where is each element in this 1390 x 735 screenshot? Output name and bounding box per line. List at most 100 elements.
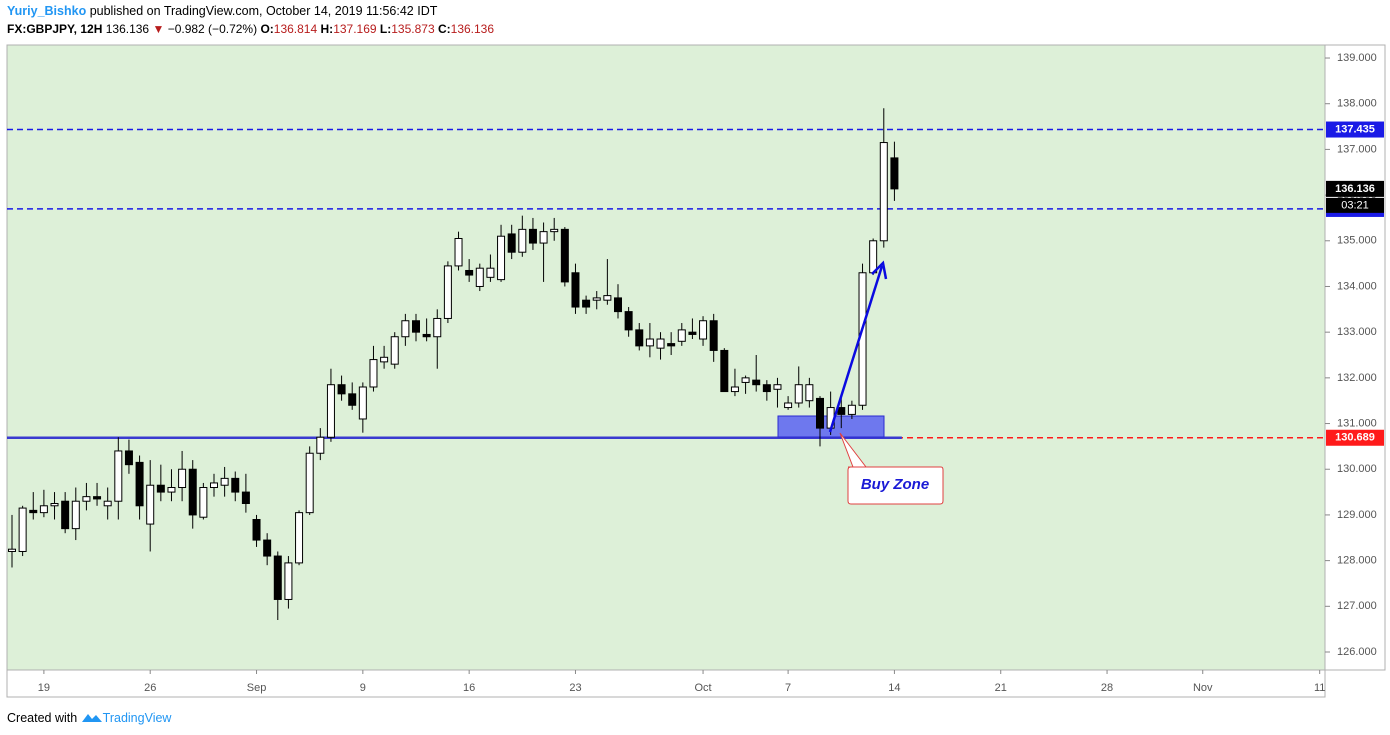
ohlc-value: 135.873: [391, 22, 435, 36]
candle-body: [29, 509, 38, 514]
x-tick-label: 21: [995, 682, 1007, 694]
ohlc-value: 136.814: [273, 22, 318, 36]
candle-body: [550, 228, 559, 233]
candle-body: [337, 384, 346, 395]
candle-body: [178, 468, 187, 489]
candle-body: [752, 379, 761, 386]
candle-body: [156, 484, 165, 493]
last-price-tag: [1326, 180, 1384, 197]
x-tick-label: 11: [1314, 682, 1325, 694]
candle-body: [837, 407, 846, 415]
publish-line: Yuriy_Bishko published on TradingView.co…: [7, 4, 437, 18]
candle-body: [730, 386, 739, 393]
candle-body: [231, 477, 240, 493]
candle-body: [241, 491, 250, 505]
candle-body: [890, 157, 899, 190]
x-axis: [6, 669, 1326, 698]
published: published on TradingView.com, October 14…: [89, 4, 438, 18]
arrow: [828, 265, 884, 433]
x-tick-label: 9: [360, 682, 366, 694]
candle-body: [624, 311, 633, 331]
y-tick-label: 131.000: [1337, 417, 1377, 429]
x-tick-label: 14: [888, 682, 900, 694]
candle-body: [188, 468, 197, 516]
created: Created with: [7, 711, 78, 725]
candle-body: [124, 450, 133, 466]
plot-area: [6, 44, 1326, 671]
countdown-tag: [1326, 197, 1384, 213]
last-price-label: 136.136: [1335, 183, 1375, 195]
candle-body: [295, 512, 304, 564]
price-tag: [1326, 121, 1384, 138]
candle-body: [454, 237, 463, 267]
candle-body: [71, 500, 80, 530]
brand[interactable]: TradingView: [102, 711, 172, 725]
candle-body: [93, 496, 102, 500]
candle-body: [507, 233, 516, 253]
x-tick-label: Nov: [1193, 682, 1213, 694]
y-tick-label: 134.000: [1337, 280, 1377, 292]
candle-body: [539, 231, 548, 244]
candle-body: [401, 320, 410, 338]
candle-body: [411, 320, 420, 333]
ohlc-label: C:: [437, 22, 451, 36]
y-tick-label: 130.000: [1337, 463, 1377, 475]
candle-body: [688, 331, 697, 335]
x-tick-label: Oct: [694, 682, 711, 694]
candle-body: [497, 235, 506, 281]
candle-body: [433, 317, 442, 338]
x-tick-label: 16: [463, 682, 475, 694]
footer: Created with TradingView: [7, 710, 171, 725]
candle-body: [465, 269, 474, 276]
y-tick-label: 129.000: [1337, 509, 1377, 521]
candle-body: [263, 539, 272, 557]
x-tick-label: 7: [785, 682, 791, 694]
y-tick-label: 137.000: [1337, 143, 1377, 155]
y-tick-label: 127.000: [1337, 600, 1377, 612]
x-tick-label: 26: [144, 682, 156, 694]
price-tag-label: 130.689: [1335, 432, 1375, 444]
candle-body: [443, 265, 452, 319]
candle-body: [252, 518, 261, 541]
candle-body: [667, 343, 676, 347]
candle-body: [284, 562, 293, 600]
candle-body: [677, 329, 686, 342]
candle-body: [762, 384, 771, 393]
candle-body: [571, 272, 580, 308]
ohlc-value: 136.136: [450, 22, 495, 36]
ohlc: O:136.814 H:137.169 L:135.873 C:136.136: [260, 22, 494, 36]
candle-body: [348, 393, 357, 406]
candle-body: [316, 436, 325, 454]
candle-body: [273, 555, 282, 600]
candle-body: [773, 384, 782, 390]
candle-body: [486, 267, 495, 278]
last: 136.136: [105, 22, 150, 36]
x-tick-label: 19: [38, 682, 50, 694]
candle-body: [61, 500, 70, 530]
x-tick-label: Sep: [247, 682, 267, 694]
candle-body: [645, 338, 654, 347]
candle-body: [582, 299, 591, 308]
candle-body: [518, 228, 527, 253]
candle-body: [613, 297, 622, 313]
symbol-line: FX:GBPJPY, 12H 136.136 ▼ −0.982 (−0.72%)…: [7, 22, 494, 36]
candle-body: [699, 320, 708, 340]
candle-body: [358, 386, 367, 420]
candle-body: [422, 333, 431, 338]
candle-body: [103, 500, 112, 507]
candle-body: [380, 356, 389, 363]
candle-body: [635, 329, 644, 347]
candle-body: [528, 228, 537, 244]
y-axis: [1324, 44, 1386, 671]
price-tag: [1326, 429, 1384, 446]
author[interactable]: Yuriy_Bishko: [7, 4, 87, 18]
candle-body: [50, 503, 59, 507]
candle-body: [146, 484, 155, 525]
y-tick-label: 138.000: [1337, 98, 1377, 110]
candle-body: [847, 404, 856, 415]
candle-body: [784, 402, 793, 409]
candle-body: [18, 507, 27, 552]
logo: [81, 714, 102, 722]
y-tick-label: 128.000: [1337, 555, 1377, 567]
candle-body: [720, 349, 729, 393]
